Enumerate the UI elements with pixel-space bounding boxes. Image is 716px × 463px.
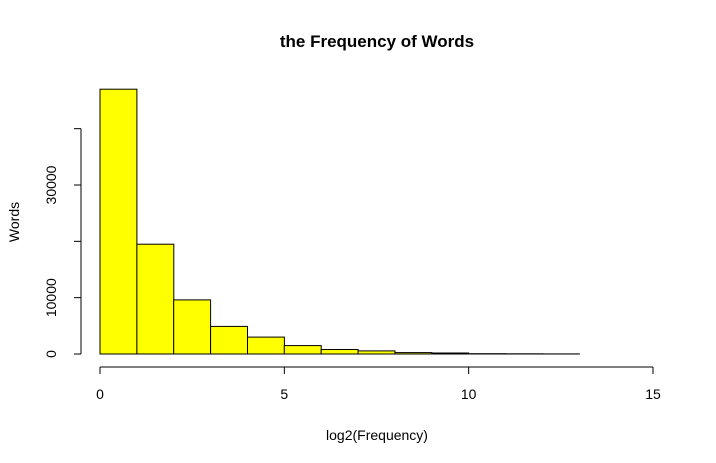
x-axis: 0 5 10 15 — [96, 366, 661, 402]
x-tick-label-5: 5 — [280, 386, 288, 402]
bar-8-9 — [394, 352, 433, 355]
bar-5-6 — [283, 345, 322, 355]
x-tick-label-15: 15 — [645, 386, 661, 402]
bar-1-2 — [136, 243, 175, 355]
bar-0-1 — [99, 88, 138, 355]
x-tick-label-10: 10 — [461, 386, 477, 402]
bar-3-4 — [210, 325, 249, 355]
y-tick-label-0: 0 — [43, 350, 59, 358]
chart-title: the Frequency of Words — [280, 32, 474, 51]
bar-2-3 — [173, 299, 212, 355]
bar-4-5 — [247, 336, 285, 355]
y-axis: 0 10000 30000 — [43, 128, 82, 358]
x-tick-label-0: 0 — [96, 386, 104, 402]
bar-6-7 — [320, 349, 359, 355]
y-tick-label-10000: 10000 — [43, 278, 59, 317]
bar-9-10 — [431, 352, 470, 355]
y-tick-label-30000: 30000 — [43, 165, 59, 204]
bars-group — [99, 88, 580, 355]
x-axis-label: log2(Frequency) — [326, 427, 428, 443]
y-axis-label: Words — [6, 202, 22, 242]
bar-7-8 — [357, 350, 396, 355]
